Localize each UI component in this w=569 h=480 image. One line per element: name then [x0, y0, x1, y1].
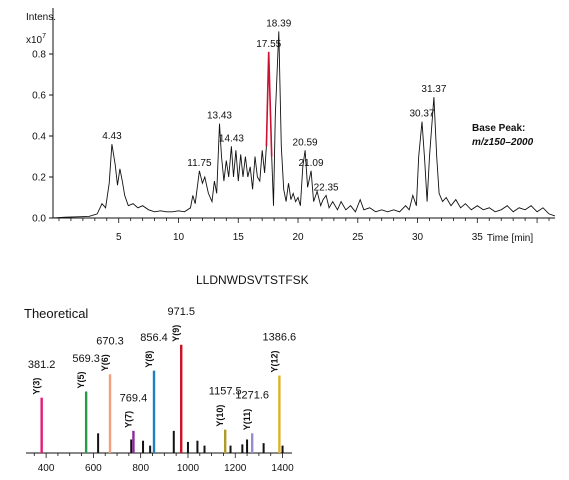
spectrum-x-tick-label: 400 [38, 463, 55, 474]
ion-label: Y(8) [144, 351, 154, 368]
base-peak-note-title: Base Peak: [472, 123, 525, 134]
chromatogram-y-tick-label: 0.0 [32, 214, 46, 225]
base-peak-note-range-text: m/z150–2000 [472, 137, 534, 148]
spectrum-ion-peaks: Y(3) 381.2 Y(5) 569.3 Y(6) 670.3 Y(7) 769.4 Y(8)… [28, 306, 296, 453]
chromatogram-y-tick-label: 0.8 [32, 50, 46, 61]
ion-label: Y(9) [171, 325, 181, 342]
peak-label: 30.37 [409, 109, 434, 120]
peak-label: 21.09 [299, 158, 324, 169]
ion-label: Y(11) [242, 409, 252, 431]
base-peak-trace [52, 31, 556, 219]
chromatogram-x-tick-label: 5 [116, 232, 122, 243]
theoretical-spectrum: LLDNWDSVTSTFSK Theoretical Y(3) 381.2 Y(5)… [24, 273, 309, 474]
peak-label: 4.43 [102, 131, 122, 142]
spectrum-x-ticks: 400 600 800 1000 1200 1400 [33, 453, 294, 474]
base-peak-note-range: m/z150–2000 [472, 137, 534, 148]
chromatogram-x-tick-label: 25 [352, 232, 364, 243]
ion-label: Y(12) [269, 350, 279, 372]
peak-label: 17.55 [256, 39, 281, 50]
chromatogram-peak-labels: 4.43 11.75 13.43 14.43 17.55 18.39 20.59 21.09 2… [102, 18, 447, 193]
chromatogram-y-tick-label: 0.2 [32, 173, 46, 184]
ion-mz-label: 1157.5 [209, 386, 242, 398]
chromatogram-x-tick-label: 20 [292, 232, 304, 243]
peptide-sequence: LLDNWDSVTSTFSK [196, 273, 309, 287]
chromatogram-x-label: Time [min] [487, 233, 534, 244]
peak-label: 31.37 [421, 84, 446, 95]
chromatogram: Intens. x107 0.0 0.2 0.4 0.6 0.8 5 10 15 20 25 30… [26, 8, 556, 244]
chromatogram-y-label: Intens. [26, 12, 56, 23]
y-multiplier-base: x10 [26, 35, 43, 46]
peak-label: 14.43 [219, 133, 244, 144]
ion-mz-label: 856.4 [140, 332, 168, 344]
ion-label: Y(7) [123, 411, 133, 428]
chromatogram-x-ticks: 5 10 15 20 25 30 35 [58, 218, 550, 243]
peak-label: 18.39 [266, 18, 291, 29]
chromatogram-y-tick-label: 0.6 [32, 91, 46, 102]
spectrum-x-tick-label: 1400 [271, 463, 294, 474]
spectrum-minor-peaks [97, 430, 284, 453]
chromatogram-x-tick-label: 30 [412, 232, 424, 243]
chromatogram-y-tick-label: 0.4 [32, 132, 46, 143]
chromatogram-x-tick-label: 15 [233, 232, 245, 243]
spectrum-x-tick-label: 800 [132, 463, 149, 474]
chromatogram-y-multiplier: x107 [26, 33, 46, 46]
ion-mz-label: 1271.6 [235, 389, 269, 401]
chromatogram-x-tick-label: 35 [472, 232, 484, 243]
ion-label: Y(3) [32, 378, 42, 395]
ion-mz-label: 971.5 [167, 306, 195, 318]
ion-mz-label: 1386.6 [263, 332, 297, 344]
ion-mz-label: 569.3 [72, 353, 100, 365]
ion-mz-label: 769.4 [120, 392, 148, 404]
spectrum-x-tick-label: 600 [85, 463, 102, 474]
y-multiplier-exponent: 7 [42, 33, 46, 40]
peak-label: 22.35 [314, 182, 339, 193]
ion-mz-label: 670.3 [96, 336, 124, 348]
ion-label: Y(10) [215, 405, 225, 427]
spectrum-x-tick-label: 1200 [224, 463, 247, 474]
ion-label: Y(5) [76, 371, 86, 388]
ion-label: Y(6) [100, 354, 110, 371]
ion-mz-label: 381.2 [28, 359, 56, 371]
theoretical-label: Theoretical [24, 306, 88, 321]
peak-label: 20.59 [293, 137, 318, 148]
spectrum-x-tick-label: 1000 [177, 463, 200, 474]
highlighted-peak-trace [265, 51, 273, 157]
peak-label: 13.43 [207, 111, 232, 122]
chromatogram-x-tick-label: 10 [173, 232, 185, 243]
chromatogram-y-ticks: 0.0 0.2 0.4 0.6 0.8 [32, 50, 53, 225]
peak-label: 11.75 [187, 158, 212, 169]
